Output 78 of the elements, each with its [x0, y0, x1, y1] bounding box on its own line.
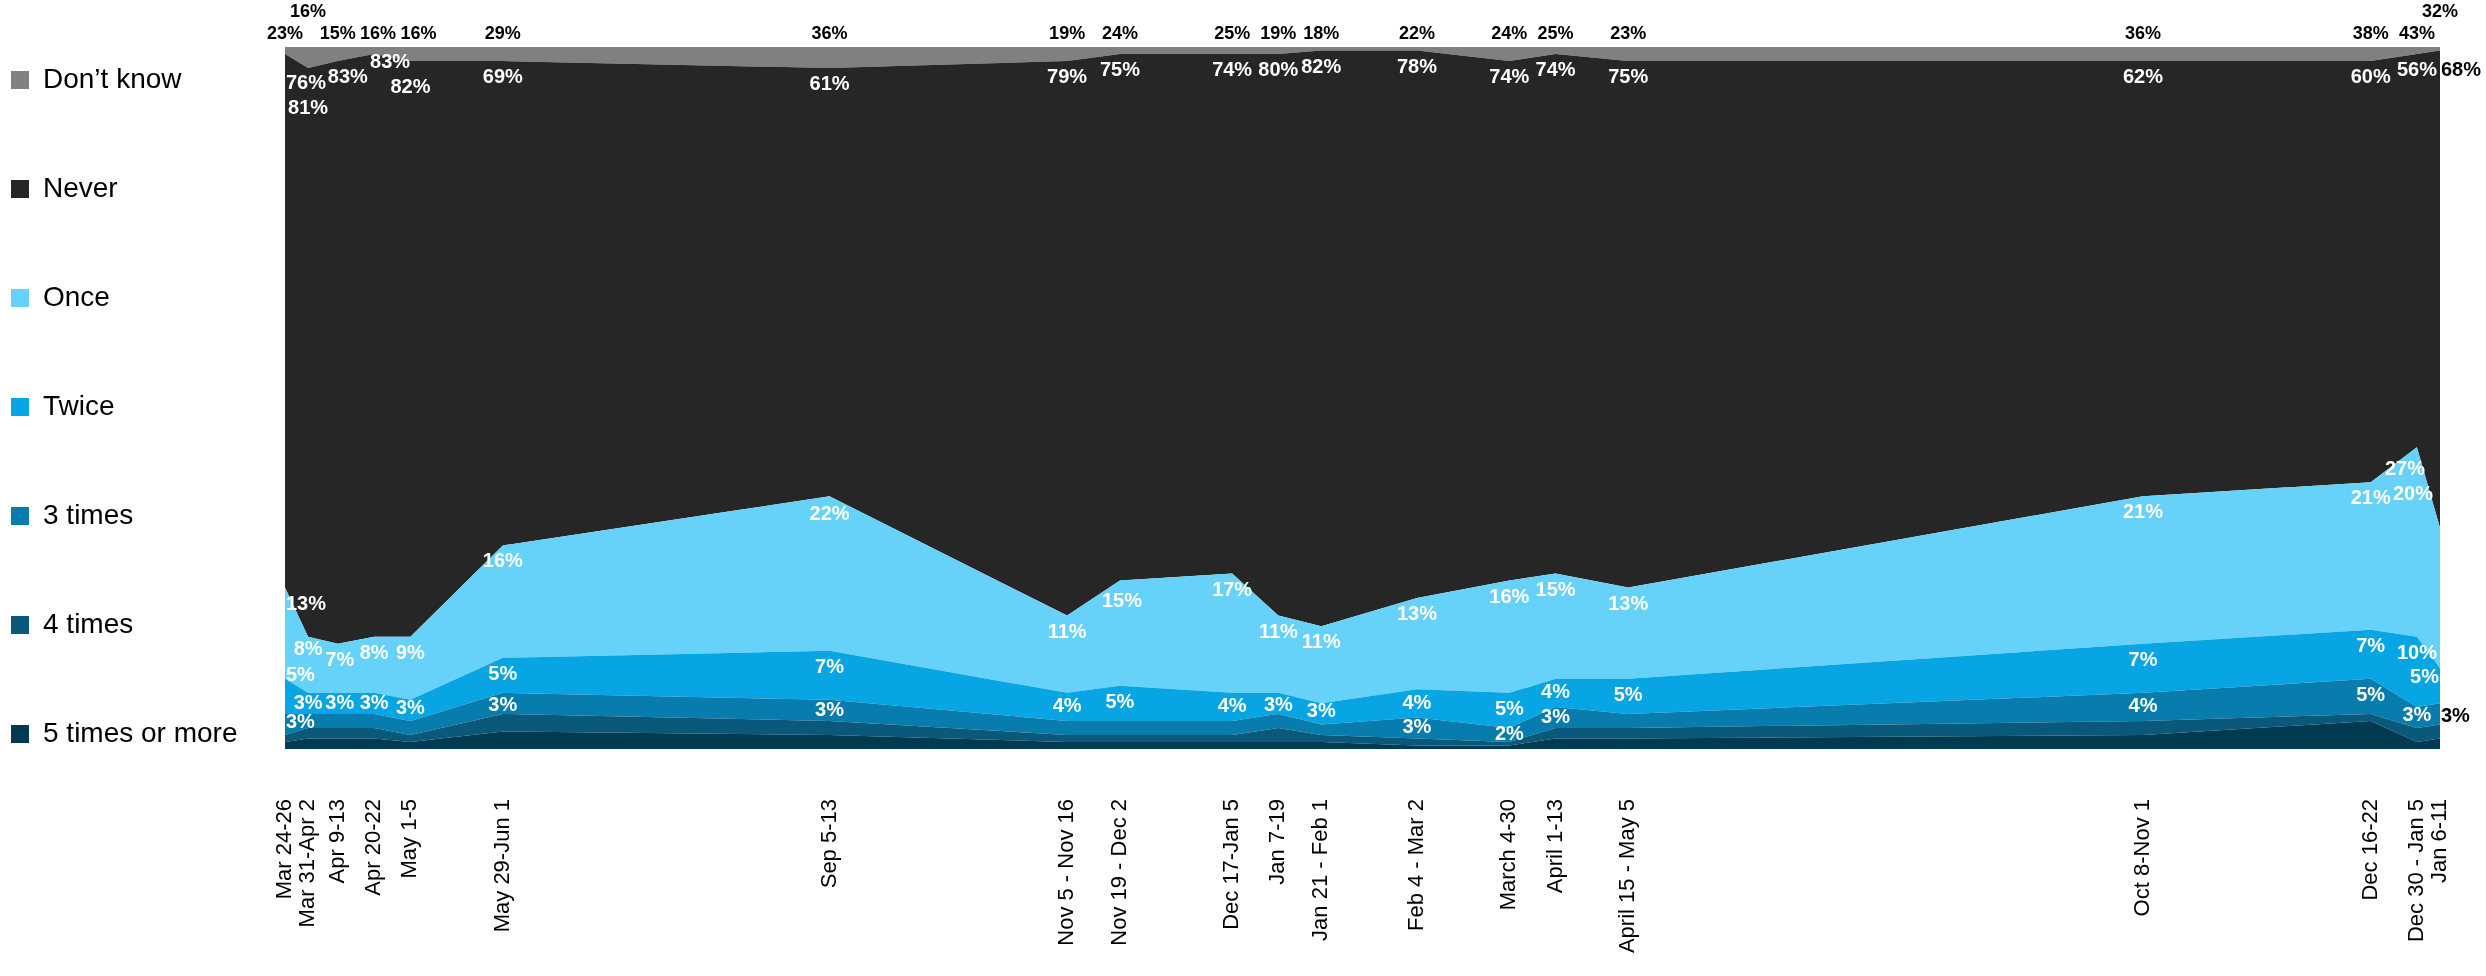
data-label: 8% — [359, 640, 389, 663]
x-tick-label: Dec 17-Jan 5 — [1218, 799, 1244, 930]
data-label: 5% — [1494, 696, 1525, 719]
annotation: 29% — [484, 22, 521, 43]
x-tick-label: Nov 5 - Nov 16 — [1053, 799, 1079, 946]
data-label: 3% — [1263, 692, 1294, 715]
annotation: 19% — [1260, 22, 1297, 43]
data-label: 7% — [2128, 647, 2158, 670]
data-label: 9% — [395, 640, 426, 663]
legend-label: 3 times — [43, 498, 134, 530]
data-label: 2% — [1494, 722, 1525, 745]
data-label: 4% — [1217, 694, 1247, 717]
annotation: 19% — [1049, 22, 1086, 43]
x-tick-label: Mar 31-Apr 2 — [294, 799, 320, 928]
annotation: 15% — [319, 22, 356, 43]
annotation: 43% — [2398, 22, 2435, 43]
x-tick-label: Dec 16-22 — [2356, 799, 2382, 901]
data-label: 5% — [1613, 682, 1643, 705]
data-label: 3% — [488, 692, 518, 715]
data-label: 5% — [1105, 689, 1135, 712]
data-label: 7% — [815, 654, 845, 677]
x-tick-label: Jan 7-19 — [1264, 799, 1290, 885]
annotation: 36% — [811, 22, 848, 43]
data-label: 3% — [815, 697, 845, 720]
annotation: 23% — [1610, 22, 1647, 43]
legend-label: 4 times — [43, 607, 134, 639]
data-label: 4% — [2128, 694, 2158, 717]
x-tick-label: March 4-30 — [1495, 799, 1521, 911]
annotation: 18% — [1303, 22, 1340, 43]
data-label: 5% — [2356, 682, 2386, 705]
data-label: 3% — [395, 695, 426, 718]
legend-label: Twice — [43, 389, 115, 421]
data-label: 68% — [2441, 57, 2482, 80]
legend-label: Don’t know — [43, 62, 183, 94]
x-tick-label: Jan 6-11 — [2426, 799, 2452, 883]
legend-label: 5 times or more — [43, 716, 238, 748]
annotation: 25% — [1214, 22, 1251, 43]
annotation: 24% — [1101, 22, 1138, 43]
annotation: 24% — [1491, 22, 1528, 43]
annotation: 16% — [400, 22, 437, 43]
data-label: 5% — [286, 662, 316, 685]
annotation: 16% — [290, 0, 327, 21]
x-tick-label: Dec 30 - Jan 5 — [2402, 799, 2428, 943]
legend-label: Once — [43, 280, 110, 312]
data-label: 10% — [2396, 640, 2438, 663]
data-label: 7% — [325, 647, 355, 670]
x-tick-label: Sep 5-13 — [815, 799, 841, 889]
data-label: 3% — [2441, 703, 2471, 726]
x-tick-label: Nov 19 - Dec 2 — [1106, 799, 1131, 946]
x-tick-label: Oct 8-Nov 1 — [2129, 799, 2155, 917]
annotation: 25% — [1537, 22, 1574, 43]
x-tick-label: Apr 9-13 — [323, 799, 349, 884]
annotation: 23% — [266, 22, 304, 43]
x-tick-label: April 1-13 — [1541, 799, 1567, 894]
annotation: 22% — [1398, 22, 1435, 43]
data-label: 5% — [488, 661, 518, 684]
x-tick-label: Mar 24-26 — [271, 799, 297, 900]
annotation: 36% — [2124, 22, 2161, 43]
data-label: 3% — [1402, 715, 1432, 738]
x-tick-label: April 15 - May 5 — [1614, 799, 1640, 954]
data-label: 3% — [359, 690, 389, 713]
data-label: 4% — [1402, 690, 1432, 713]
x-tick-label: Jan 21 - Feb 1 — [1307, 799, 1333, 941]
x-tick-label: Feb 4 - Mar 2 — [1403, 799, 1429, 932]
x-tick-label: Apr 20-22 — [360, 799, 386, 896]
legend-label: Never — [43, 171, 118, 203]
data-label: 3% — [1306, 699, 1336, 722]
data-label: 3% — [325, 690, 355, 713]
data-label: 5% — [2410, 665, 2440, 688]
data-label: 3% — [1541, 704, 1571, 727]
annotation: 32% — [2421, 0, 2459, 21]
annotation: 38% — [2352, 22, 2389, 43]
x-tick-label: May 29-Jun 1 — [488, 799, 514, 933]
data-label: 4% — [1541, 680, 1571, 703]
x-tick-label: May 1-5 — [396, 799, 422, 879]
annotation: 16% — [360, 22, 397, 43]
data-label: 4% — [1052, 694, 1082, 717]
data-label: 3% — [2402, 702, 2432, 725]
